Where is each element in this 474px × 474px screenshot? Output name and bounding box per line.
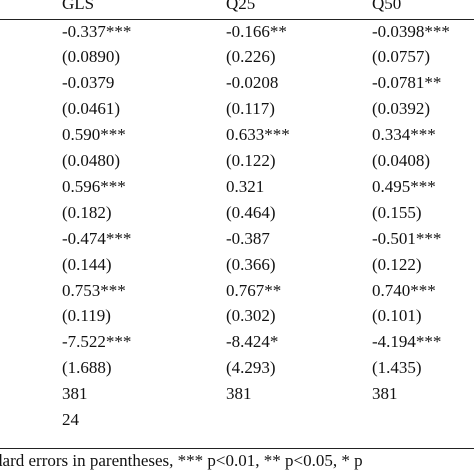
header-rule [0,19,474,20]
gls-cell: 24 [62,410,79,429]
gls-cell: (0.182) [62,202,112,222]
q50-cell: 0.495*** [372,176,436,196]
q50-cell: (0.101) [372,306,422,326]
q25-cell: (0.464) [226,202,276,222]
q50-cell: -0.0398*** [372,21,450,41]
q25-cell: -8.424* [226,332,279,352]
gls-cell: 0.596*** [62,176,126,196]
gls-cell: (1.688) [62,358,112,378]
table-header-row: GLS Q25 Q50 [0,0,474,16]
gls-cell: (0.0890) [62,47,121,67]
q50-cell: (1.435) [372,358,422,378]
table-note: andard errors in parentheses, *** p<0.01… [0,451,363,470]
column-header-q50: Q50 [372,0,402,13]
q25-cell: -0.387 [226,228,270,248]
q50-cell: 0.334*** [372,125,436,145]
q25-cell: (0.226) [226,47,276,67]
gls-cell: 381 [62,384,88,404]
q50-cell: (0.0757) [372,47,431,67]
gls-cell: (0.0480) [62,151,121,170]
q50-cell: -0.0781** [372,73,442,93]
q25-cell: (0.122) [226,151,276,170]
gls-cell: (0.144) [62,254,112,274]
column-header-q25: Q25 [226,0,256,13]
q25-cell: 0.767** [226,280,282,300]
q50-cell: (0.122) [372,254,422,274]
q25-cell: (0.366) [226,254,276,274]
q25-cell: (0.302) [226,306,276,326]
q50-cell: (0.155) [372,202,422,222]
q25-cell: 0.321 [226,176,265,196]
q25-cell: 0.633*** [226,125,290,145]
gls-cell: -0.337*** [62,21,132,41]
gls-cell: 0.753*** [62,280,126,300]
q25-cell: -0.0208 [226,73,279,93]
q50-cell: (0.0392) [372,99,431,119]
gls-cell: (0.0461) [62,99,121,119]
bottom-rule [0,448,474,449]
gls-cell: 0.590*** [62,125,126,145]
q25-cell: (4.293) [226,358,276,378]
q50-cell: 381 [372,384,398,404]
q50-cell: -4.194*** [372,332,442,352]
gls-cell: (0.119) [62,306,111,326]
column-header-gls: GLS [62,0,95,13]
q50-cell: -0.501*** [372,228,442,248]
q25-cell: -0.166** [226,21,287,41]
q25-cell: (0.117) [226,99,275,119]
gls-cell: -0.0379 [62,73,115,93]
q25-cell: 381 [226,384,252,404]
q50-cell: (0.0408) [372,151,431,170]
gls-cell: -7.522*** [62,332,132,352]
gls-cell: -0.474*** [62,228,132,248]
q50-cell: 0.740*** [372,280,436,300]
